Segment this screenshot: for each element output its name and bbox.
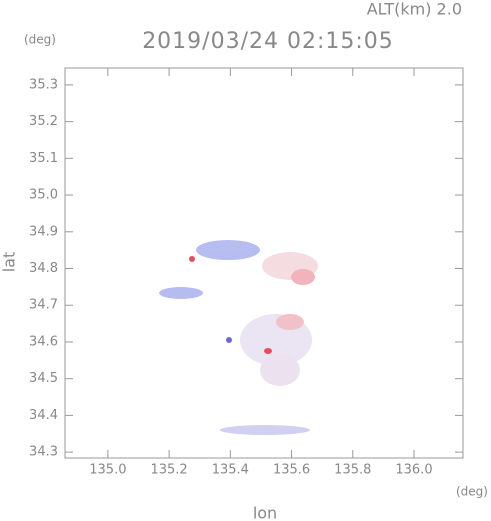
y-axis-label: lat bbox=[0, 252, 19, 273]
y-tick-label: 35.2 bbox=[29, 114, 58, 129]
x-tick-label: 135.0 bbox=[89, 463, 126, 478]
echo-blob bbox=[196, 240, 260, 260]
chart-title: 2019/03/24 02:15:05 bbox=[142, 29, 394, 54]
y-tick-label: 34.6 bbox=[29, 334, 58, 349]
y-tick-label: 34.7 bbox=[29, 298, 58, 313]
echo-blob bbox=[189, 256, 195, 262]
y-tick-label: 35.0 bbox=[29, 188, 58, 203]
echo-field bbox=[159, 240, 318, 435]
echo-blob bbox=[260, 354, 300, 386]
x-tick-label: 135.4 bbox=[212, 463, 249, 478]
x-tick-label: 135.6 bbox=[273, 463, 310, 478]
x-unit: (deg) bbox=[456, 485, 488, 499]
echo-blob bbox=[226, 337, 232, 343]
echo-blob bbox=[220, 425, 310, 435]
altitude-label: ALT(km) 2.0 bbox=[367, 0, 462, 19]
y-tick-label: 34.9 bbox=[29, 224, 58, 239]
echo-blob bbox=[276, 314, 304, 330]
x-tick-label: 135.2 bbox=[150, 463, 187, 478]
plot-frame bbox=[64, 67, 464, 459]
y-tick-label: 34.4 bbox=[29, 408, 58, 423]
x-axis-label: lon bbox=[253, 504, 277, 521]
y-unit: (deg) bbox=[24, 33, 56, 47]
y-tick-label: 35.1 bbox=[29, 151, 58, 166]
echo-blob bbox=[291, 269, 315, 285]
y-tick-label: 34.5 bbox=[29, 371, 58, 386]
echo-blob bbox=[159, 287, 203, 299]
echo-blob bbox=[264, 348, 272, 354]
x-tick-label: 136.0 bbox=[395, 463, 432, 478]
x-tick-label: 135.8 bbox=[334, 463, 371, 478]
y-tick-label: 35.3 bbox=[29, 77, 58, 92]
y-tick-label: 34.8 bbox=[29, 261, 58, 276]
y-tick-label: 34.3 bbox=[29, 445, 58, 460]
